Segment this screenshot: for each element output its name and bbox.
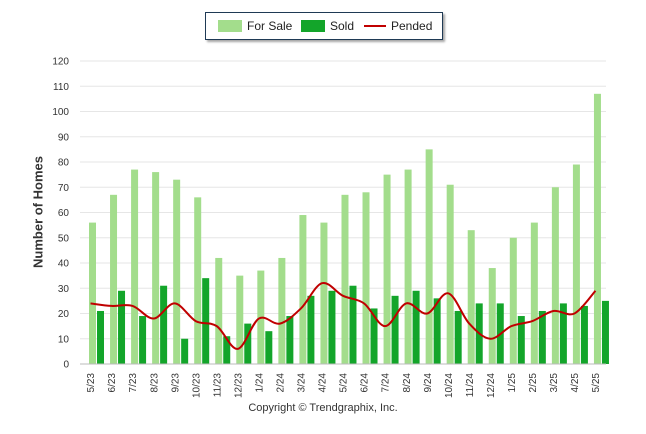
x-tick-label: 7/23 xyxy=(128,373,139,393)
for-sale-bar xyxy=(341,194,349,364)
x-tick-label: 2/25 xyxy=(528,373,539,393)
x-tick-label: 12/23 xyxy=(233,373,244,398)
sold-bar xyxy=(97,310,104,364)
x-tick-label: 5/24 xyxy=(339,373,350,393)
y-tick-label: 100 xyxy=(52,107,69,118)
y-axis-title: Number of Homes xyxy=(30,156,46,268)
sold-bar xyxy=(160,285,168,364)
legend-label-sold: Sold xyxy=(330,19,355,33)
legend-item-for-sale: For Sale xyxy=(218,13,292,39)
x-tick-label: 6/24 xyxy=(360,373,371,393)
x-tick-label: 9/23 xyxy=(170,373,181,393)
sold-bar xyxy=(139,316,147,364)
y-tick-label: 10 xyxy=(58,334,70,345)
x-tick-label: 1/24 xyxy=(254,373,265,393)
x-tick-label: 8/23 xyxy=(149,373,160,393)
x-tick-label: 3/25 xyxy=(549,373,560,393)
y-tick-label: 20 xyxy=(58,309,70,320)
sold-bar xyxy=(328,290,336,364)
legend-label-pended: Pended xyxy=(391,19,433,33)
x-tick-label: 2/24 xyxy=(276,373,287,393)
sold-bar xyxy=(412,290,420,364)
for-sale-bar xyxy=(530,222,538,364)
pended-line xyxy=(90,282,597,350)
sold-bar xyxy=(454,310,462,364)
y-tick-label: 70 xyxy=(58,183,70,194)
for-sale-bar xyxy=(236,275,244,364)
sold-bar xyxy=(349,285,357,364)
sold-bar xyxy=(517,316,525,364)
y-tick-label: 120 xyxy=(52,57,69,68)
sold-bar xyxy=(202,278,210,364)
x-tick-label: 4/25 xyxy=(570,373,581,393)
sold-bar xyxy=(433,298,441,364)
for-sale-bar xyxy=(278,257,286,364)
for-sale-bar xyxy=(110,194,118,364)
for-sale-swatch xyxy=(218,20,242,32)
x-tick-label: 6/23 xyxy=(107,373,118,393)
sold-bar xyxy=(538,310,546,364)
x-tick-label: 8/24 xyxy=(402,373,413,393)
x-tick-label: 10/23 xyxy=(191,373,202,398)
for-sale-bar xyxy=(425,149,433,364)
for-sale-bar xyxy=(593,93,601,364)
for-sale-bar xyxy=(362,192,370,364)
sold-bar xyxy=(118,290,126,364)
x-tick-label: 11/23 xyxy=(212,373,223,398)
legend-item-sold: Sold xyxy=(301,13,354,39)
for-sale-bar xyxy=(383,174,391,364)
for-sale-bar xyxy=(299,215,307,364)
sold-bar xyxy=(580,305,588,364)
legend-item-pended: Pended xyxy=(364,13,432,39)
sold-bar xyxy=(601,300,609,364)
legend-label-for-sale: For Sale xyxy=(247,19,293,33)
for-sale-bar xyxy=(572,164,580,364)
x-tick-label: 9/24 xyxy=(423,373,434,393)
for-sale-bar xyxy=(173,179,181,364)
sold-bar xyxy=(181,338,189,364)
x-tick-label: 5/25 xyxy=(591,373,602,393)
sold-bar xyxy=(286,316,294,364)
sold-bar xyxy=(391,295,399,364)
copyright-footer: Copyright © Trendgraphix, Inc. xyxy=(248,402,398,414)
for-sale-bar xyxy=(89,222,96,364)
sold-bar xyxy=(223,336,231,364)
x-tick-label: 12/24 xyxy=(486,373,497,398)
y-tick-label: 50 xyxy=(58,233,70,244)
x-tick-label: 10/24 xyxy=(444,373,455,398)
for-sale-bar xyxy=(194,197,202,364)
x-tick-label: 3/24 xyxy=(297,373,308,393)
y-tick-label: 30 xyxy=(58,284,70,295)
for-sale-bar xyxy=(446,184,454,364)
y-tick-label: 80 xyxy=(58,158,70,169)
sold-bar xyxy=(244,323,252,364)
for-sale-bar xyxy=(404,169,412,364)
for-sale-bar xyxy=(551,187,559,364)
pended-line-swatch xyxy=(364,25,386,27)
sold-bar xyxy=(370,308,378,364)
sold-bar xyxy=(307,295,315,364)
for-sale-bar xyxy=(131,169,139,364)
for-sale-bar xyxy=(467,230,475,364)
legend: For Sale Sold Pended xyxy=(205,12,443,40)
sold-bar xyxy=(265,331,273,364)
x-tick-label: 1/25 xyxy=(507,373,518,393)
x-tick-label: 5/23 xyxy=(86,373,97,393)
for-sale-bar xyxy=(509,237,517,364)
sold-swatch xyxy=(301,20,325,32)
x-tick-label: 4/24 xyxy=(318,373,329,393)
for-sale-bar xyxy=(215,257,223,364)
y-tick-label: 0 xyxy=(63,360,69,371)
sold-bar xyxy=(559,303,567,364)
y-tick-label: 110 xyxy=(53,82,69,93)
for-sale-bar xyxy=(488,268,496,364)
y-tick-label: 90 xyxy=(58,132,70,143)
for-sale-bar xyxy=(320,222,328,364)
for-sale-bar xyxy=(152,172,160,364)
x-tick-label: 11/24 xyxy=(465,373,476,398)
y-tick-label: 60 xyxy=(58,208,70,219)
x-tick-label: 7/24 xyxy=(381,373,392,393)
y-tick-label: 40 xyxy=(58,259,70,270)
